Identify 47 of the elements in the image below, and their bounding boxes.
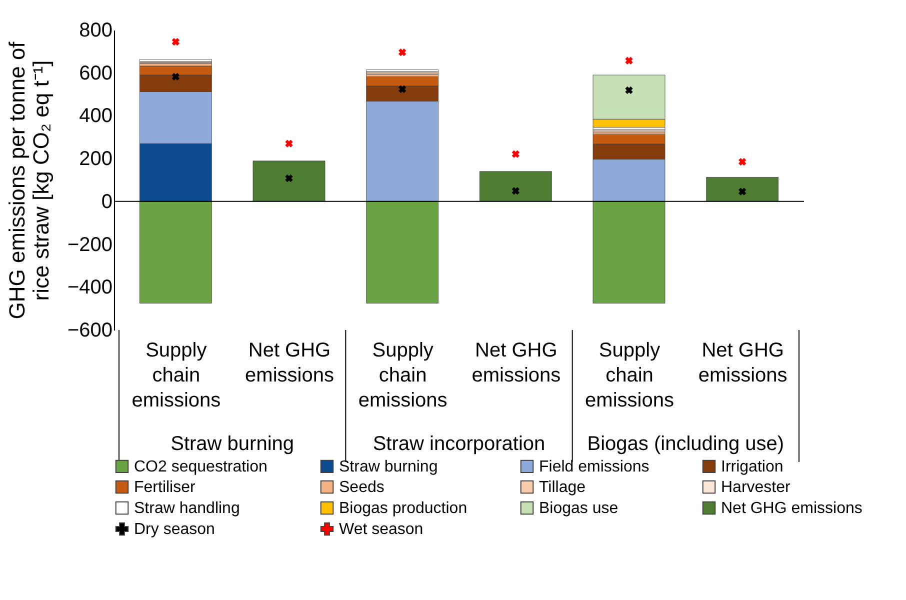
legend-label: CO2 sequestration (134, 458, 268, 476)
legend-label: Straw burning (339, 458, 438, 476)
point (172, 72, 180, 81)
y-tick-label: 0 (101, 190, 112, 213)
y-tick-label: 400 (79, 105, 112, 128)
y-tick-label: 600 (79, 62, 112, 84)
y-tick-label: 800 (79, 20, 112, 42)
legend-label: Fertiliser (134, 479, 196, 496)
point (285, 140, 293, 148)
point (738, 158, 746, 166)
legend-label: Wet season (339, 521, 424, 538)
legend-label: Irrigation (721, 458, 784, 476)
legend-label: Biogas use (539, 500, 618, 517)
point (738, 188, 746, 196)
point (512, 187, 520, 195)
point (172, 38, 180, 46)
legend-label: Seeds (339, 479, 384, 496)
x-tick-label: Net GHG emissions (245, 340, 334, 386)
legend-label: Field emissions (539, 458, 650, 476)
y-axis-title: GHG emissions per tonne of rice straw [kg CO₂ eq t⁻¹] (4, 40, 54, 320)
point (512, 150, 520, 158)
x-tick-label: Supply chain emissions (132, 340, 221, 412)
x-tick-label: Supply chain emissions (358, 340, 448, 412)
point (625, 86, 633, 94)
y-tick-label: −200 (67, 234, 112, 256)
point (398, 48, 406, 56)
y-tick-label: −600 (67, 320, 112, 342)
y-tick-label: −400 (67, 276, 112, 299)
point (285, 174, 293, 182)
bar (252, 160, 326, 202)
legend-label: Tillage (539, 479, 586, 496)
legend-label: Biogas production (339, 500, 468, 517)
text: Biogas (including use) (587, 433, 784, 455)
y-tick-label: 200 (79, 148, 112, 170)
x-tick-label: Supply chain emissions (585, 340, 674, 412)
text: Straw incorporation (372, 433, 546, 455)
point (625, 56, 633, 64)
bar (479, 171, 552, 202)
x-tick-label: Net GHG emissions (472, 340, 561, 386)
bar (706, 177, 779, 202)
point (398, 85, 406, 93)
legend-label: Straw handling (134, 500, 240, 517)
legend-label: Dry season (134, 521, 215, 538)
legend-label: Harvester (721, 479, 792, 496)
x-tick-label: Net GHG emissions (698, 340, 788, 386)
legend-label: Net GHG emissions (721, 500, 862, 517)
text: Straw burning (170, 433, 294, 455)
